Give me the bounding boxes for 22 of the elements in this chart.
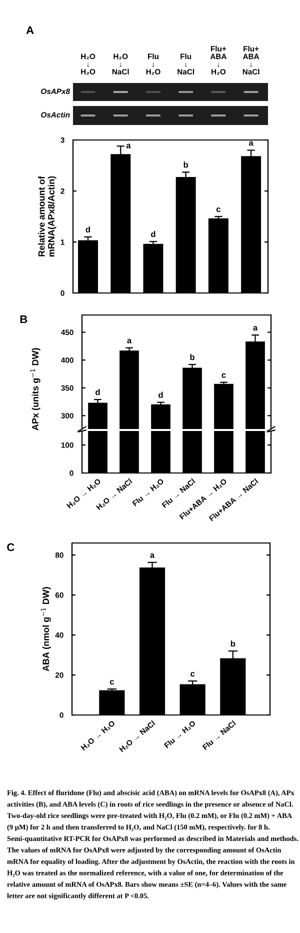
annotation: a <box>253 326 258 331</box>
annotation: c <box>216 208 221 212</box>
annotation: c <box>222 373 226 378</box>
annotation: a <box>126 144 131 148</box>
y-axis-title: ABA (nmol g$^{−1}$ DW) <box>40 587 51 672</box>
annotation: a <box>248 141 254 146</box>
annotation: d <box>151 230 156 238</box>
annotation: d <box>86 226 90 232</box>
annotation: a <box>150 553 155 558</box>
y-axis-title: Relative amount of mRNA(APx8/Actin) <box>38 176 56 257</box>
annotation: c <box>190 672 195 677</box>
annotation: d <box>96 388 100 396</box>
annotation: c <box>110 680 114 685</box>
annotation: b <box>190 354 194 360</box>
annotation: b <box>230 640 236 647</box>
chart-title: B <box>20 315 28 324</box>
y-axis-title: APx (units g$^{−1}$ DW) <box>30 348 40 430</box>
annotation: d <box>158 392 163 398</box>
chart-title: C <box>7 543 14 552</box>
annotation: b <box>184 162 188 168</box>
chart-title: A <box>26 26 34 34</box>
annotation: a <box>127 338 132 344</box>
